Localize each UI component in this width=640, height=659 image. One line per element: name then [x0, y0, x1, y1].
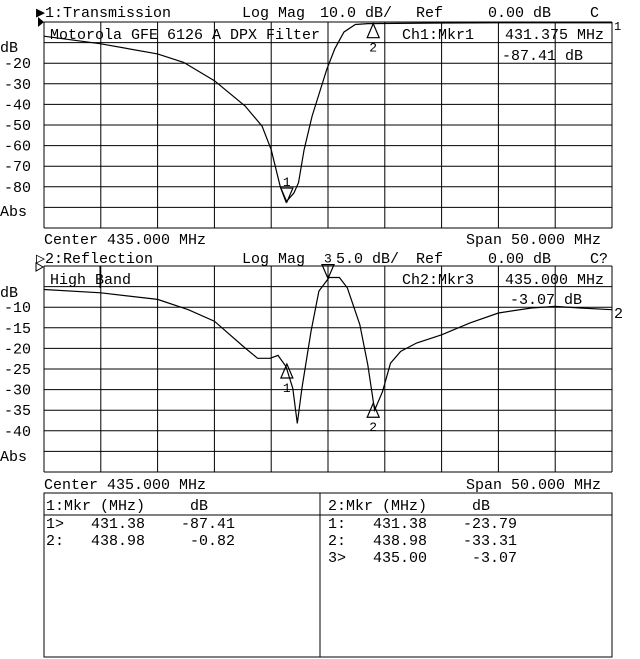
ch1-ref-label: Ref [416, 5, 443, 22]
ch2-marker-value: -3.07 dB [510, 292, 582, 309]
ch2-flag: C? [590, 251, 608, 268]
ch2-trace [43, 276, 613, 424]
ch1-marker-freq: 431.375 MHz [505, 27, 604, 44]
ch2-marker-row: 3> 435.00 -3.07 [328, 550, 517, 567]
ch1-marker-table-header: 1:Mkr (MHz) dB [46, 498, 208, 515]
ch1-y-tick-label: -30 [4, 77, 31, 94]
ch2-y-tick-label: -15 [4, 321, 31, 338]
ch2-marker-table-header: 2:Mkr (MHz) dB [328, 498, 490, 515]
ch2-ref-label: Ref [416, 251, 443, 268]
ch2-ref-value: 0.00 dB [488, 251, 551, 268]
ch2-marker-1-label: 1 [283, 381, 291, 396]
ch1-marker-1-label: 1 [283, 175, 291, 190]
ch2-marker-3-icon[interactable] [321, 264, 335, 281]
ch2-y-tick-label: -30 [4, 383, 31, 400]
ch2-y-tick-label: -10 [4, 300, 31, 317]
ch1-ref-value: 0.00 dB [488, 5, 551, 22]
ch1-title: Motorola GFE 6126 A DPX Filter [50, 27, 320, 44]
ch2-y-foot: Abs [0, 449, 27, 466]
ch1-trace-end-label: 1 [614, 20, 621, 34]
ch1-plot: 12 [43, 21, 613, 229]
ch2-title: High Band [50, 272, 131, 289]
ch2-y-tick-label: -25 [4, 362, 31, 379]
ch1-marker-2-label: 2 [369, 41, 377, 56]
ch2-marker-3-label: 3 [324, 252, 332, 267]
ch2-y-tick-label: -35 [4, 403, 31, 420]
ch1-span: Span 50.000 MHz [466, 232, 601, 249]
ch1-y-tick-label: -60 [4, 139, 31, 156]
ch2-marker-1-icon[interactable] [279, 362, 294, 379]
ch1-channel-label: ▶1:Transmission [36, 5, 171, 22]
ch1-y-tick-label: -80 [4, 180, 31, 197]
ch1-reference-arrow-icon [38, 17, 44, 27]
ch2-reference-arrow-icon [35, 262, 45, 272]
ch2-y-tick-label: -20 [4, 341, 31, 358]
ch2-marker-label: Ch2:Mkr3 [402, 272, 474, 289]
ch1-y-foot: Abs [0, 204, 27, 221]
ch2-format: Log Mag [242, 251, 305, 268]
ch2-marker-2-label: 2 [369, 420, 377, 435]
ch1-y-tick-label: -50 [4, 118, 31, 135]
ch1-marker-1-icon[interactable] [279, 187, 294, 204]
ch1-trace [43, 22, 612, 204]
ch1-marker-value: -87.41 dB [502, 48, 583, 65]
ch2-marker-freq: 435.000 MHz [505, 272, 604, 289]
ch1-y-tick-label: -40 [4, 97, 31, 114]
ch2-marker-row: 2: 438.98 -33.31 [328, 533, 517, 550]
ch1-y-tick-label: -70 [4, 159, 31, 176]
ch2-trace-end-label: 2 [614, 306, 623, 323]
ch1-y-tick-label: -20 [4, 56, 31, 73]
ch1-marker-row: 2: 438.98 -0.82 [46, 533, 235, 550]
ch1-marker-2-icon[interactable] [366, 22, 381, 39]
ch2-center: Center 435.000 MHz [44, 477, 206, 494]
ch1-center: Center 435.000 MHz [44, 232, 206, 249]
ch1-marker-label: Ch1:Mkr1 [402, 27, 474, 44]
ch1-scale: 10.0 dB/ [320, 5, 392, 22]
ch2-marker-row: 1: 431.38 -23.79 [328, 516, 517, 533]
ch1-format: Log Mag [242, 5, 305, 22]
ch2-span: Span 50.000 MHz [466, 477, 601, 494]
ch2-marker-2-icon[interactable] [366, 401, 381, 418]
ch2-y-unit: dB [0, 285, 18, 302]
ch2-y-tick-label: -40 [4, 424, 31, 441]
marker-table [43, 492, 613, 658]
ch1-y-unit: dB [0, 40, 18, 57]
ch2-scale: 5.0 dB/ [336, 251, 399, 268]
ch2-channel-label: ▷2:Reflection [36, 251, 153, 268]
ch2-plot: 1 2 3 [43, 252, 613, 473]
ch1-flag: C [590, 5, 599, 22]
ch1-marker-row: 1> 431.38 -87.41 [46, 516, 235, 533]
